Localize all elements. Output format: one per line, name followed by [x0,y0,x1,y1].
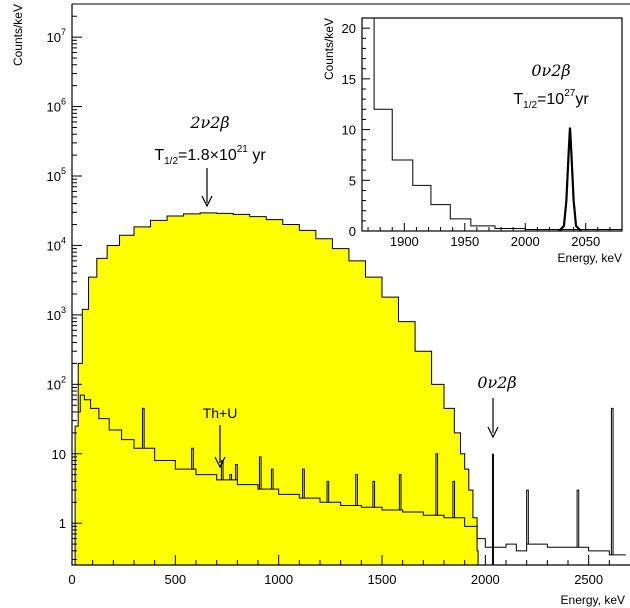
background-peak-2 [220,459,224,480]
inset-x-tick-label: 1950 [450,234,479,249]
inset-x-tick-label: 2000 [511,234,540,249]
y-tick-label: 107 [47,27,66,45]
inset-y-axis-title: Counts/keV [322,18,336,80]
background-peak-4 [235,464,238,480]
x-tick-label: 2000 [471,572,500,587]
x-tick-label: 2500 [574,572,603,587]
y-tick-label: 106 [47,97,66,115]
annotation-thu: Th+U [203,405,238,421]
inset-y-tick-label: 15 [342,72,356,87]
y-tick-label: 104 [47,235,66,253]
background-peak-9 [355,474,358,506]
x-tick-label: 1500 [368,572,397,587]
inset-y-tick-label: 10 [342,123,356,138]
annotation-2nu2beta-halflife: T1/2=1.8×1021 yr [154,144,266,167]
background-peak-12 [435,453,439,516]
x-tick-label: 500 [164,572,186,587]
arrow-head-icon [201,195,213,208]
y-axis-title: Counts/keV [11,4,25,66]
x-tick-label: 1000 [264,572,293,587]
background-peak-13 [452,480,456,518]
inset-series-0nu2beta-peak [558,127,582,232]
annotation-0nu2beta-main: 0ν2β [477,373,516,392]
inset-series-background [362,17,622,230]
background-peak-1 [191,447,194,470]
background-peak-15 [576,489,580,548]
inset-y-tick-label: 0 [349,224,356,239]
inset-x-tick-label: 2050 [571,234,600,249]
series-2nu2beta-fill [72,212,479,566]
inset-y-tick-label: 5 [349,173,356,188]
background-peak-7 [302,468,305,499]
y-tick-label: 10 [52,447,66,462]
y-tick-label: 102 [47,374,66,392]
background-peak-3 [229,474,233,480]
inset-background [362,18,622,231]
annotation-2nu2beta-title: 2ν2β [189,113,229,132]
inset-annotation-0nu2beta: 0ν2β [531,61,570,80]
y-tick-label: 1 [59,516,66,531]
y-tick-label: 103 [47,305,66,323]
background-peak-11 [398,474,402,510]
background-peak-10 [372,480,376,508]
background-peak-0 [141,407,145,449]
y-tick-label: 105 [47,166,66,184]
arrow-head-icon [214,456,226,469]
inset-frame [361,17,623,232]
x-axis-title: Energy, keV [561,593,625,607]
series-thu-line [77,394,626,556]
background-peak-5 [258,456,262,490]
x-tick-label: 0 [68,572,75,587]
inset-y-tick-label: 20 [342,21,356,36]
background-peak-6 [270,468,274,490]
inset-plot: 1900 1950 2000 2050 Energy, keV 0 5 10 15 20 Count… [322,17,623,265]
inset-x-axis-title: Energy, keV [558,251,622,265]
inset-x-tick-label: 1900 [390,234,419,249]
background-peak-8 [326,480,330,503]
background-peak-16 [610,407,614,555]
series-0nu2beta-peak [491,453,494,565]
inset-annotation-halflife: T1/2=1027yr [513,88,589,111]
arrow-head-icon [487,426,499,439]
background-peak-14 [526,489,529,545]
